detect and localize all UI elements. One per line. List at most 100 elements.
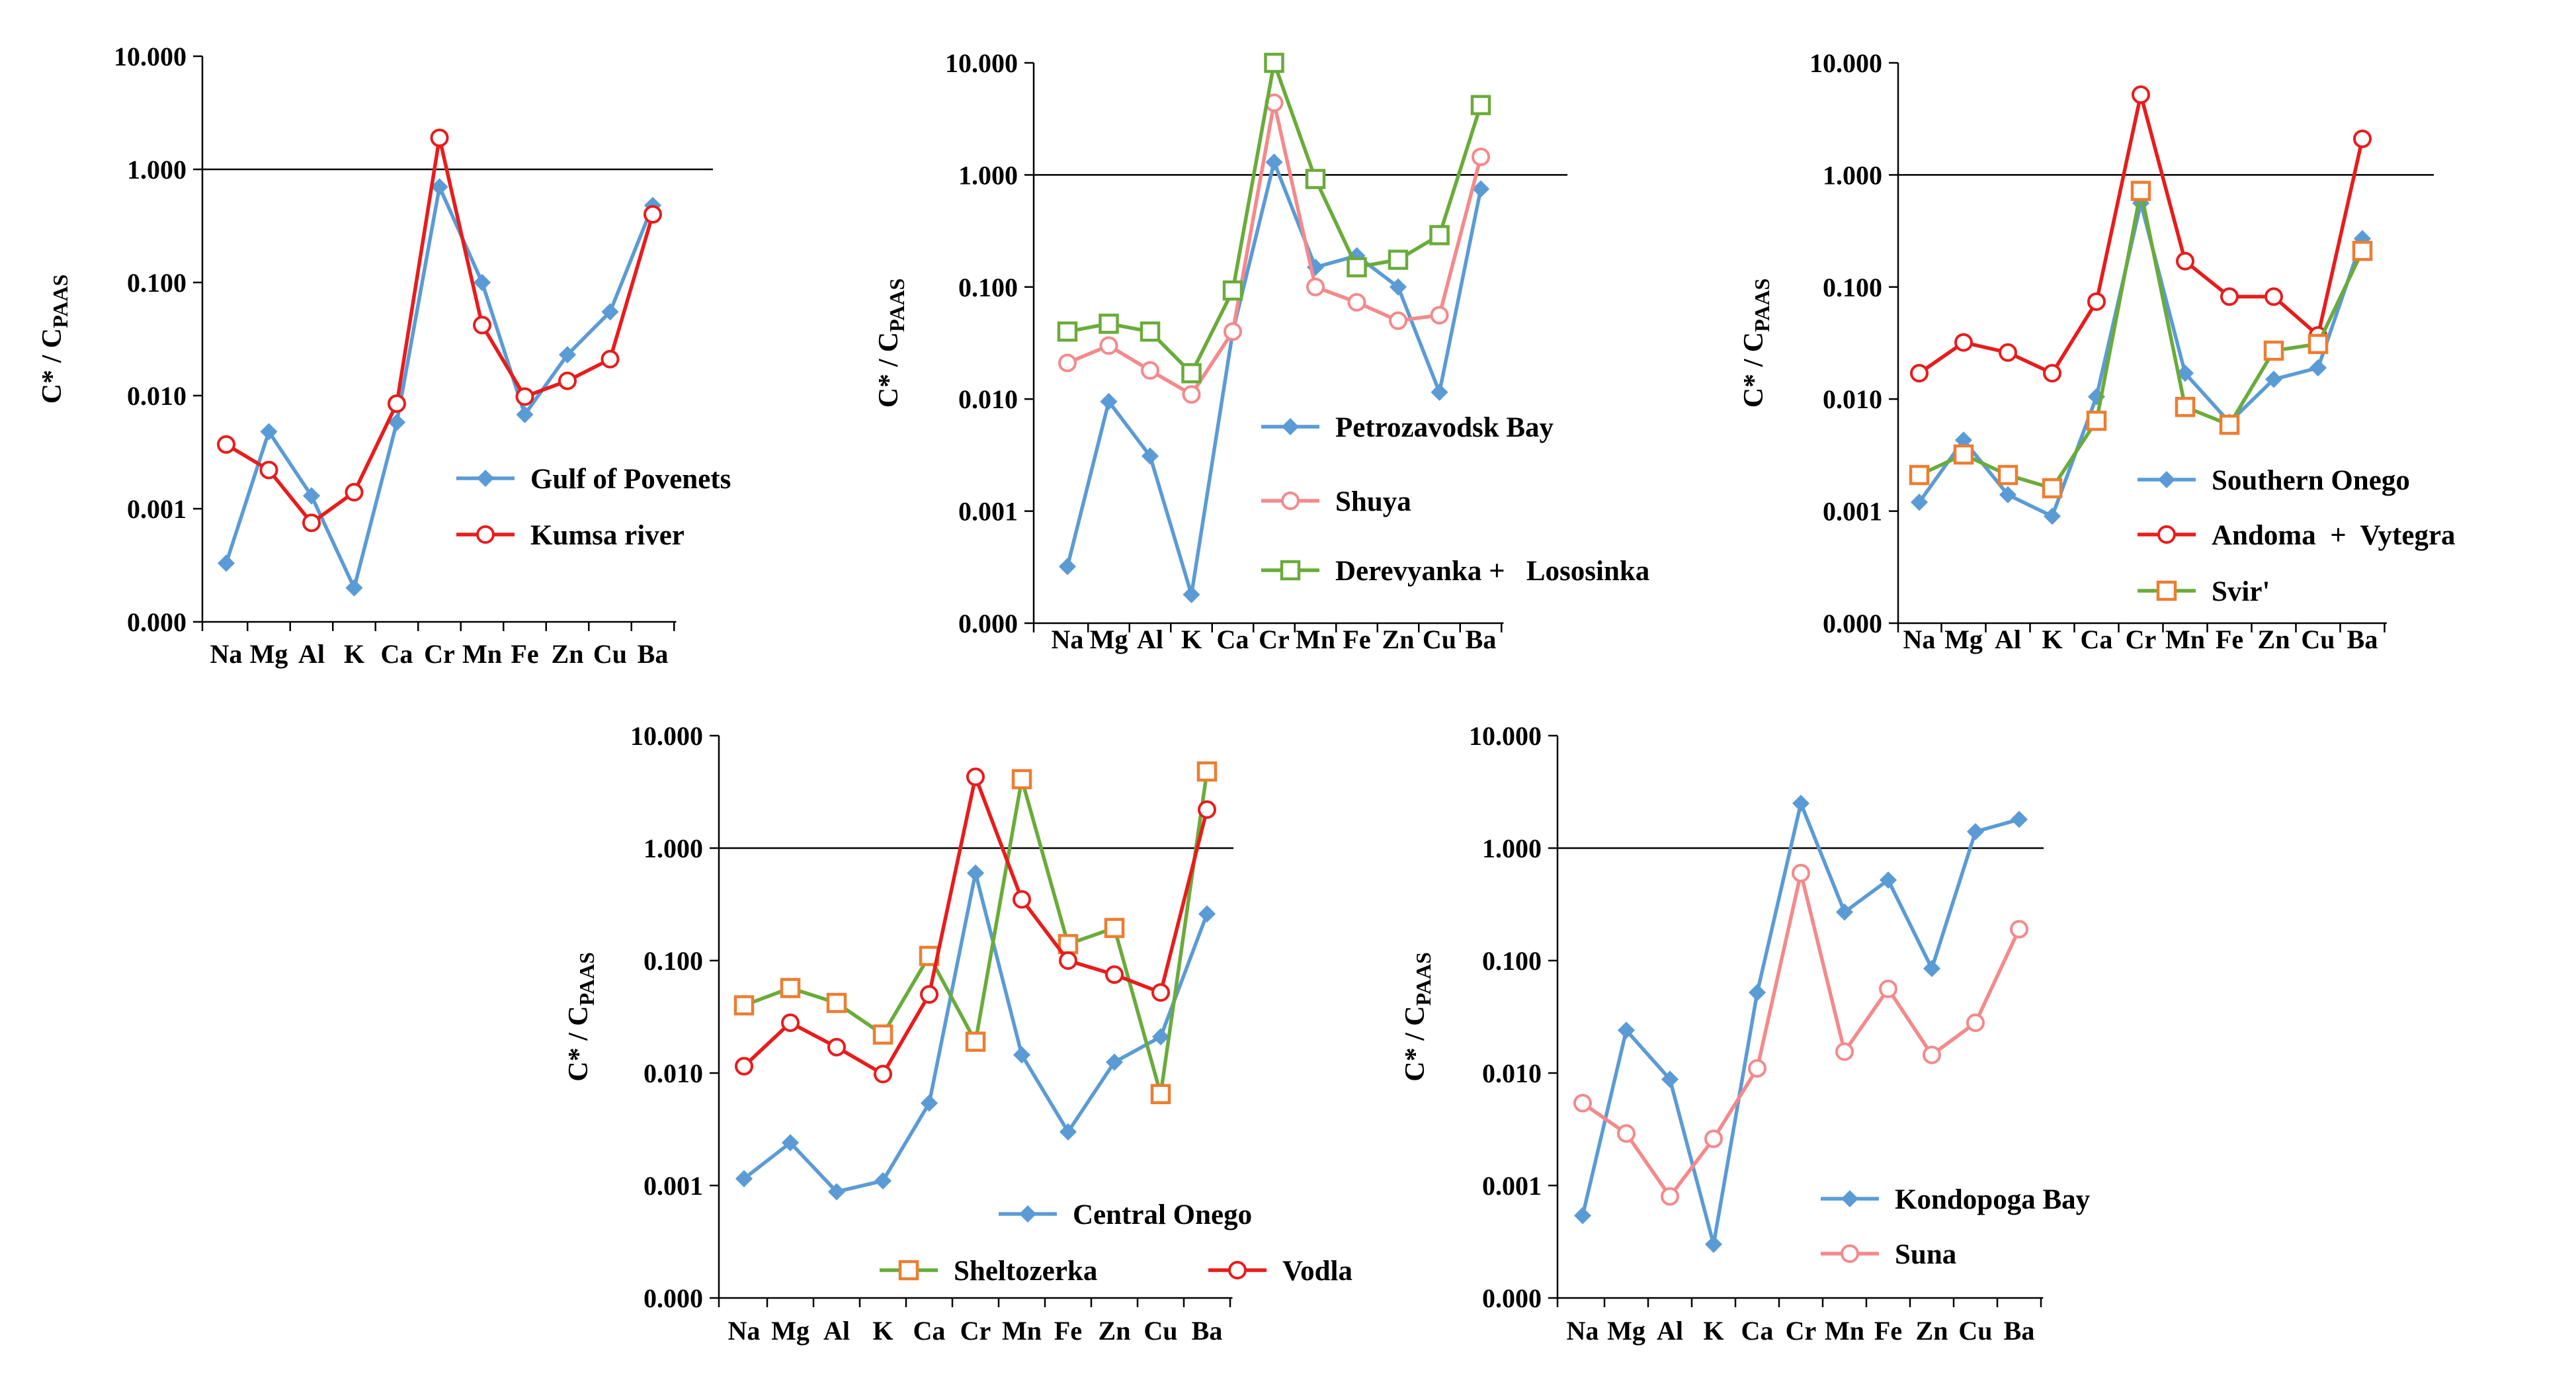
series-kumsa-river: [217, 128, 662, 533]
data-point-square: [2307, 333, 2329, 355]
x-tick-label: Cu: [2301, 625, 2335, 654]
data-point-diamond: [1141, 447, 1159, 465]
data-point-circle: [1617, 1124, 1636, 1143]
legend-label: Kondopoga Bay: [1895, 1184, 2091, 1215]
legend-item-gulf-of-povenets: Gulf of Povenets: [456, 464, 731, 495]
y-tick-label: 10.000: [630, 721, 703, 751]
data-point-circle: [1389, 311, 1407, 330]
data-point-circle: [259, 460, 278, 480]
data-point-diamond: [1923, 959, 1941, 978]
y-tick-label: 0.010: [1482, 1058, 1542, 1088]
data-point-diamond: [1100, 392, 1118, 411]
data-point-square: [872, 1024, 893, 1045]
data-point-diamond: [1573, 1207, 1592, 1225]
data-point-diamond: [1661, 1070, 1679, 1088]
y-axis-title-main: C* / C: [1739, 332, 1769, 408]
y-tick-label: 0.000: [127, 607, 187, 637]
x-tick-label: Cr: [960, 1316, 991, 1346]
data-point-circle: [1910, 364, 1929, 383]
y-tick-label: 1.000: [1482, 834, 1542, 863]
data-point-square: [1140, 321, 1161, 342]
data-point-square: [1011, 769, 1032, 790]
data-point-square: [1099, 314, 1119, 334]
data-point-circle: [2087, 292, 2106, 311]
data-point-diamond: [735, 1170, 753, 1187]
x-tick-label: Ca: [2081, 625, 2113, 654]
data-point-square: [2263, 340, 2284, 361]
data-point-diamond: [558, 346, 577, 364]
legend-item-kumsa-river: Kumsa river: [456, 520, 685, 551]
series-gulf-of-povenets: [217, 178, 662, 597]
data-point-diamond: [1472, 180, 1490, 198]
data-point-square: [780, 978, 801, 998]
data-point-circle: [2353, 129, 2372, 148]
y-tick-label: 0.001: [644, 1171, 703, 1201]
x-tick-label: Mn: [462, 639, 502, 669]
legend-label: Svir': [2212, 576, 2270, 607]
data-point-square: [2130, 181, 2151, 201]
data-point-circle: [1281, 492, 1300, 510]
data-point-square: [1280, 560, 1301, 581]
x-tick-label: Na: [1903, 625, 1936, 654]
data-point-square: [1470, 95, 1491, 116]
data-point-diamond: [2010, 810, 2028, 828]
x-tick-label: K: [872, 1316, 893, 1346]
data-point-square: [898, 1260, 919, 1281]
data-point-diamond: [388, 413, 406, 431]
data-point-diamond: [920, 1094, 938, 1112]
data-point-circle: [1966, 1013, 1985, 1032]
y-tick-label: 0.001: [1482, 1171, 1542, 1201]
data-point-circle: [2264, 287, 2283, 306]
data-point-diamond: [1018, 1205, 1037, 1223]
data-point-circle: [1347, 292, 1366, 312]
data-point-square: [1150, 1084, 1171, 1105]
data-point-circle: [601, 349, 620, 368]
legend-label: Andoma + Vytegra: [2212, 520, 2456, 551]
data-point-diamond: [431, 178, 448, 196]
data-point-circle: [2157, 525, 2176, 544]
y-tick-label: 0.010: [127, 381, 187, 411]
y-tick-label: 10.000: [1469, 721, 1542, 751]
x-tick-label: Cr: [424, 639, 455, 669]
x-tick-label: Fe: [1054, 1316, 1082, 1346]
data-point-circle: [2043, 364, 2061, 383]
chart-5: 0.000 0.001 0.010 0.100 1.000 10.000 Na Mg Al K Ca…: [1400, 721, 2091, 1346]
data-point-square: [2175, 396, 2196, 417]
y-axis-title-main: C* / C: [563, 1006, 594, 1081]
data-point-circle: [644, 205, 662, 224]
data-point-diamond: [1431, 383, 1448, 401]
x-tick-label: Ba: [638, 639, 669, 669]
data-point-diamond: [1841, 1189, 1859, 1208]
y-tick-label: 0.100: [958, 273, 1018, 302]
data-point-square: [826, 992, 847, 1013]
y-tick-label: 0.000: [1482, 1283, 1542, 1313]
legend-label: Derevyanka + Lososinka: [1335, 556, 1649, 587]
data-point-circle: [966, 767, 985, 787]
x-tick-label: Mn: [1002, 1316, 1042, 1346]
data-point-square: [1305, 169, 1326, 189]
x-tick-label: Mg: [1607, 1316, 1645, 1346]
legend-label: Central Onego: [1073, 1199, 1252, 1230]
x-tick-label: Al: [823, 1316, 850, 1346]
data-point-square: [2219, 414, 2240, 435]
y-axis-title-main: C* / C: [874, 332, 904, 408]
data-point-diamond: [302, 487, 321, 505]
legend-item-kondopoga-bay: Kondopoga Bay: [1821, 1184, 2091, 1215]
x-tick-label: Mn: [1296, 625, 1335, 654]
y-tick-label: 1.000: [958, 160, 1018, 190]
data-point-square: [1264, 52, 1284, 73]
data-point-diamond: [966, 864, 985, 882]
x-tick-label: K: [1181, 625, 1202, 654]
y-tick-label: 0.010: [958, 384, 1018, 414]
data-point-diamond: [476, 469, 495, 488]
data-point-circle: [1748, 1058, 1766, 1078]
y-axis-title-subscript: PAAS: [575, 952, 599, 1006]
y-axis-title-subscript: PAAS: [1750, 279, 1774, 332]
data-point-circle: [388, 394, 406, 413]
y-tick-label: 1.000: [127, 155, 187, 185]
legend-item-derevyanka-lososinka: Derevyanka + Lososinka: [1261, 556, 1649, 587]
data-point-circle: [476, 525, 495, 544]
x-tick-label: Cu: [1958, 1316, 1992, 1346]
data-point-diamond: [1879, 871, 1897, 889]
legend-item-sheltozerka: Sheltozerka: [880, 1256, 1097, 1287]
